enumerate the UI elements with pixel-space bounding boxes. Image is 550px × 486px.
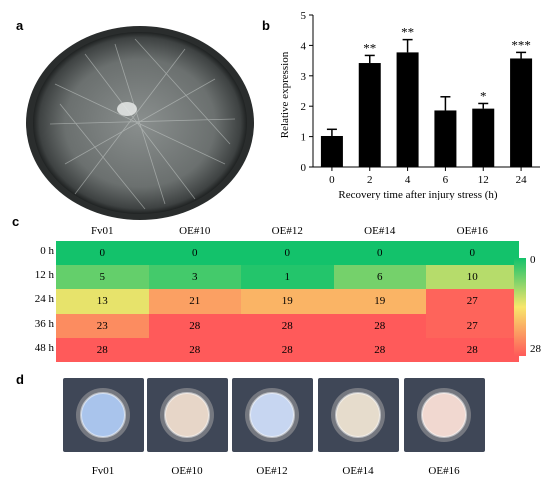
heatmap-cell: 28 bbox=[241, 313, 334, 338]
significance-label: *** bbox=[511, 37, 531, 52]
y-tick-label: 3 bbox=[301, 71, 307, 83]
colony-label: OE#12 bbox=[256, 465, 288, 477]
heatmap-column-label: OE#12 bbox=[271, 225, 303, 237]
y-axis-label: Relative expression bbox=[279, 51, 291, 138]
bar bbox=[472, 108, 495, 167]
heatmap-row-label: 0 h bbox=[40, 245, 54, 257]
colony-label: Fv01 bbox=[91, 465, 115, 477]
heatmap-cell: 10 bbox=[426, 265, 519, 290]
heatmap-cell: 0 bbox=[333, 241, 426, 266]
heatmap-cell: 3 bbox=[148, 265, 241, 290]
colony-photo bbox=[232, 378, 313, 452]
heatmap-cell: 27 bbox=[426, 289, 519, 314]
heatmap-row-label: 36 h bbox=[34, 317, 54, 330]
heatmap-column-label: OE#10 bbox=[179, 225, 211, 237]
heatmap-cell: 27 bbox=[426, 313, 519, 338]
colony-photo bbox=[404, 378, 485, 452]
heatmap-cell: 28 bbox=[148, 337, 241, 362]
y-tick-label: 0 bbox=[301, 162, 307, 174]
heatmap-cell: 19 bbox=[241, 289, 334, 314]
panel-b-label: b bbox=[262, 18, 270, 33]
y-tick-label: 4 bbox=[301, 40, 307, 52]
heatmap-column-label: OE#16 bbox=[456, 225, 488, 237]
x-tick-label: 12 bbox=[478, 174, 489, 186]
heatmap-colorbar bbox=[514, 258, 526, 356]
panel-a-label: a bbox=[16, 18, 24, 33]
bar bbox=[396, 52, 419, 167]
heatmap-cell: 28 bbox=[148, 313, 241, 338]
panel-d-label: d bbox=[16, 372, 24, 387]
y-tick-label: 2 bbox=[301, 101, 307, 113]
heatmap-cell: 28 bbox=[241, 337, 334, 362]
heatmap-cell: 5 bbox=[56, 265, 149, 290]
heatmap-cell: 28 bbox=[426, 337, 519, 362]
heatmap-cell: 0 bbox=[148, 241, 241, 266]
x-tick-label: 0 bbox=[329, 174, 335, 186]
bar bbox=[320, 135, 343, 167]
heatmap-cell: 6 bbox=[333, 265, 426, 290]
colorbar-max-label: 28 bbox=[530, 343, 541, 355]
heatmap-cell: 28 bbox=[333, 337, 426, 362]
colony-photo bbox=[63, 378, 144, 452]
heatmap-cell: 13 bbox=[56, 289, 149, 314]
heatmap-cell: 19 bbox=[333, 289, 426, 314]
heatmap-cell: 0 bbox=[56, 241, 149, 266]
heatmap-cell: 0 bbox=[241, 241, 334, 266]
y-tick-label: 5 bbox=[301, 10, 307, 22]
significance-label: ** bbox=[401, 25, 414, 40]
panel-c-label: c bbox=[12, 214, 20, 229]
significance-label: ** bbox=[363, 40, 376, 55]
bar bbox=[434, 110, 457, 167]
colorbar-min-label: 0 bbox=[530, 254, 536, 266]
heatmap-cell: 23 bbox=[56, 313, 149, 338]
significance-label: * bbox=[480, 88, 487, 103]
x-tick-label: 24 bbox=[516, 174, 528, 186]
colony-label: OE#14 bbox=[342, 465, 374, 477]
x-tick-label: 6 bbox=[443, 174, 449, 186]
heatmap-row-label: 24 h bbox=[34, 293, 54, 306]
colony-label: OE#16 bbox=[428, 465, 460, 477]
heatmap-column-label: OE#14 bbox=[364, 225, 396, 237]
heatmap-row-label: 48 h bbox=[34, 341, 54, 354]
heatmap-row-label: 12 h bbox=[34, 269, 54, 282]
colony-photo bbox=[318, 378, 399, 452]
x-tick-label: 2 bbox=[367, 174, 373, 186]
y-tick-label: 1 bbox=[301, 132, 307, 144]
petri-dish-image bbox=[26, 26, 254, 220]
colony-label: OE#10 bbox=[171, 465, 203, 477]
bar bbox=[358, 63, 381, 168]
heatmap-cell: 1 bbox=[241, 265, 334, 290]
heatmap-column-label: Fv01 bbox=[90, 225, 114, 237]
heatmap-cell: 0 bbox=[426, 241, 519, 266]
x-axis-label: Recovery time after injury stress (h) bbox=[338, 189, 497, 200]
heatmap-cell: 28 bbox=[56, 337, 149, 362]
bar bbox=[510, 58, 533, 167]
colony-photo bbox=[147, 378, 228, 452]
heatmap-cell: 21 bbox=[148, 289, 241, 314]
x-tick-label: 4 bbox=[405, 174, 411, 186]
heatmap-cell: 28 bbox=[333, 313, 426, 338]
